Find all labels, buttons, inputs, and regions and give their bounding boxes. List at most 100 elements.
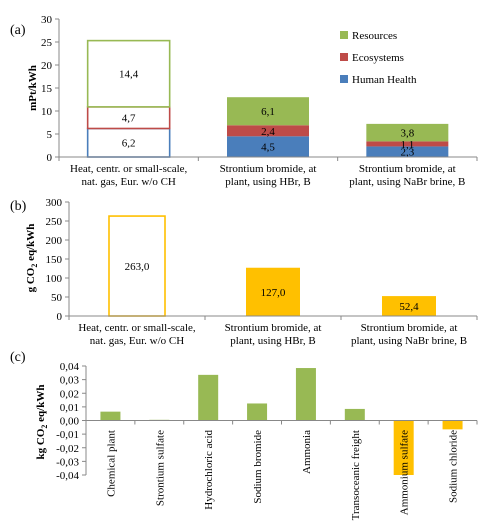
panel-c-category-label: Transoceanic freight [350, 430, 362, 520]
panel-a-data-label: 4,5 [261, 142, 275, 154]
panel-b-category-label: Strontium bromide, at plant, using NaBr b… [351, 322, 467, 347]
panel-c-y-tick-label: -0,01 [56, 429, 79, 441]
panel-c-bar [442, 420, 463, 430]
panel-a-legend-label: Human Health [352, 74, 417, 86]
panel-a-category-label-line: plant, using HBr, B [225, 176, 310, 188]
panel-c-y-tick-label: -0,03 [56, 456, 79, 468]
panel-a-legend-swatch [340, 75, 348, 83]
panel-b-x-ticks [68, 316, 478, 320]
panel-c-category-label: Sodium chloride [448, 430, 460, 503]
panel-c-category-label: Sodium bromide [252, 430, 264, 504]
panel-c-label: (c) [10, 350, 26, 365]
panel-c-category-label: Hydrochloric acid [203, 430, 215, 510]
panel-b-data-label: 263,0 [125, 261, 150, 273]
panel-a-category-label-line: Heat, centr. or small-scale, [70, 163, 188, 175]
panel-c-y-tick-label: 0,00 [60, 416, 80, 428]
panel-b-bars: 263,0 127,0 52,4 [108, 215, 436, 317]
panel-b-category-labels: Heat, centr. or small-scale, nat. gas, Eu… [78, 322, 467, 347]
panel-a-y-tick-label: 0 [47, 152, 53, 164]
panel-a-bar-resources [366, 123, 449, 142]
panel-a-y-tick-label: 10 [41, 106, 53, 118]
panel-a-data-label: 2,3 [400, 147, 414, 159]
panel-b-y-tick-label: 0 [57, 311, 63, 323]
panel-c-y-tick-label: 0,04 [60, 361, 80, 373]
panel-a-category-labels: Heat, centr. or small-scale, nat. gas, Eu… [70, 163, 465, 188]
panel-a-category-label-line: nat. gas, Eur. w/o CH [81, 176, 175, 188]
panel-a-y-ticks: 0 5 10 15 20 25 30 [41, 14, 59, 164]
panel-c-bar [295, 368, 316, 421]
panel-a-data-label: 6,2 [122, 138, 136, 150]
panel-a-legend-swatch [340, 53, 348, 61]
panel-a-legend-swatch [340, 31, 348, 39]
panel-a-data-label: 4,7 [122, 113, 136, 125]
panel-a-x-ticks [58, 157, 478, 161]
panel-b: (b) g CO2 eq/kWh 0 50 100 150 200 250 300 263,… [10, 197, 478, 347]
panel-b-y-tick-label: 250 [46, 216, 63, 228]
panel-a: (a) mPt/kWh 0 5 10 15 20 25 30 6,2 4,7 14,4 4,5 2,… [10, 14, 478, 188]
panel-c-category-label: Chemical plant [105, 430, 117, 497]
panel-b-label: (b) [10, 199, 27, 214]
panel-a-data-labels: 6,2 4,7 14,4 4,5 2,4 6,1 2,31,13,8 [119, 69, 415, 159]
panel-b-y-tick-label: 300 [46, 197, 63, 209]
panel-a-category-label-line: Strontium bromide, at [220, 163, 317, 175]
panel-a-bar-ecosystems [366, 141, 449, 147]
panel-c-bar [198, 374, 219, 421]
panel-a-legend: Resources Ecosystems Human Health [340, 30, 417, 86]
panel-a-category-label: Strontium bromide, at plant, using NaBr b… [349, 163, 465, 188]
panel-c-y-tick-label: 0,02 [60, 388, 79, 400]
panel-b-y-axis-title: g CO2 eq/kWh [25, 224, 39, 293]
panel-b-category-label: Strontium bromide, at plant, using HBr, B [225, 322, 322, 347]
panel-a-bar-resources [227, 97, 309, 126]
panel-c-y-tick-label: 0,01 [60, 402, 79, 414]
panel-b-category-label-line: Strontium bromide, at [361, 322, 458, 334]
panel-a-y-tick-label: 20 [41, 60, 53, 72]
panel-b-bar [382, 296, 436, 316]
panel-b-category-label-line: Strontium bromide, at [225, 322, 322, 334]
panel-a-label: (a) [10, 23, 26, 38]
panel-b-category-label-line: plant, using HBr, B [230, 335, 315, 347]
panel-a-y-tick-label: 25 [41, 37, 53, 49]
panel-b-y-tick-label: 150 [46, 254, 63, 266]
panel-a-bar-human-health [366, 146, 449, 157]
panel-b-category-label-line: plant, using NaBr brine, B [351, 335, 467, 347]
panel-a-category-label-line: plant, using NaBr brine, B [349, 176, 465, 188]
panel-c-y-tick-label: 0,03 [60, 375, 80, 387]
panel-a-category-label: Strontium bromide, at plant, using HBr, B [220, 163, 317, 188]
panel-b-category-label: Heat, centr. or small-scale, nat. gas, Eu… [78, 322, 196, 347]
panel-a-data-label: 1,1 [400, 139, 414, 151]
panel-b-y-tick-label: 50 [51, 292, 63, 304]
panel-c-x-ticks [85, 420, 478, 425]
panel-b-data-label: 127,0 [261, 287, 286, 299]
panel-a-bar-human-health [227, 136, 309, 157]
panel-a-y-axis-title: mPt/kWh [27, 65, 39, 111]
panel-c-category-labels: Chemical plant Strontium sulfate Hydrochlo… [105, 430, 459, 521]
panel-a-data-label: 14,4 [119, 69, 139, 81]
panel-c-y-tick-label: -0,02 [56, 443, 79, 455]
panel-b-category-label-line: Heat, centr. or small-scale, [78, 322, 196, 334]
panel-b-y-ticks: 0 50 100 150 200 250 300 [46, 197, 69, 323]
panel-c-category-label: Ammonia [301, 430, 313, 474]
panel-c-bar [393, 420, 414, 475]
panel-a-bar-resources [86, 39, 171, 108]
panel-c-category-label: Strontium sulfate [154, 430, 166, 506]
panel-a-data-label: 3,8 [400, 128, 414, 140]
panel-c-y-axis-title: kg CO2 eq/kWh [35, 385, 49, 460]
panel-a-y-tick-label: 5 [47, 129, 53, 141]
panel-c-y-tick-label: -0,04 [56, 470, 79, 482]
panel-a-category-label-line: Strontium bromide, at [359, 163, 456, 175]
panel-c-category-label: Ammonium sulfate [399, 430, 411, 515]
panel-b-bar [246, 267, 300, 316]
panel-c-bar [344, 408, 365, 421]
panel-c-bars [100, 368, 463, 475]
panel-c: (c) kg CO2 eq/kWh 0,040,030,020,010,00-0… [10, 350, 478, 521]
panel-b-bar [108, 215, 166, 317]
panel-c-bar [247, 403, 268, 421]
panel-a-legend-label: Resources [352, 30, 397, 42]
panel-a-legend-label: Ecosystems [352, 52, 404, 64]
panel-a-bar-ecosystems [227, 125, 309, 137]
panel-a-y-tick-label: 30 [41, 14, 53, 26]
panel-b-y-tick-label: 200 [46, 235, 63, 247]
panel-a-data-label: 2,4 [261, 126, 275, 138]
panel-a-category-label: Heat, centr. or small-scale, nat. gas, Eu… [70, 163, 188, 188]
